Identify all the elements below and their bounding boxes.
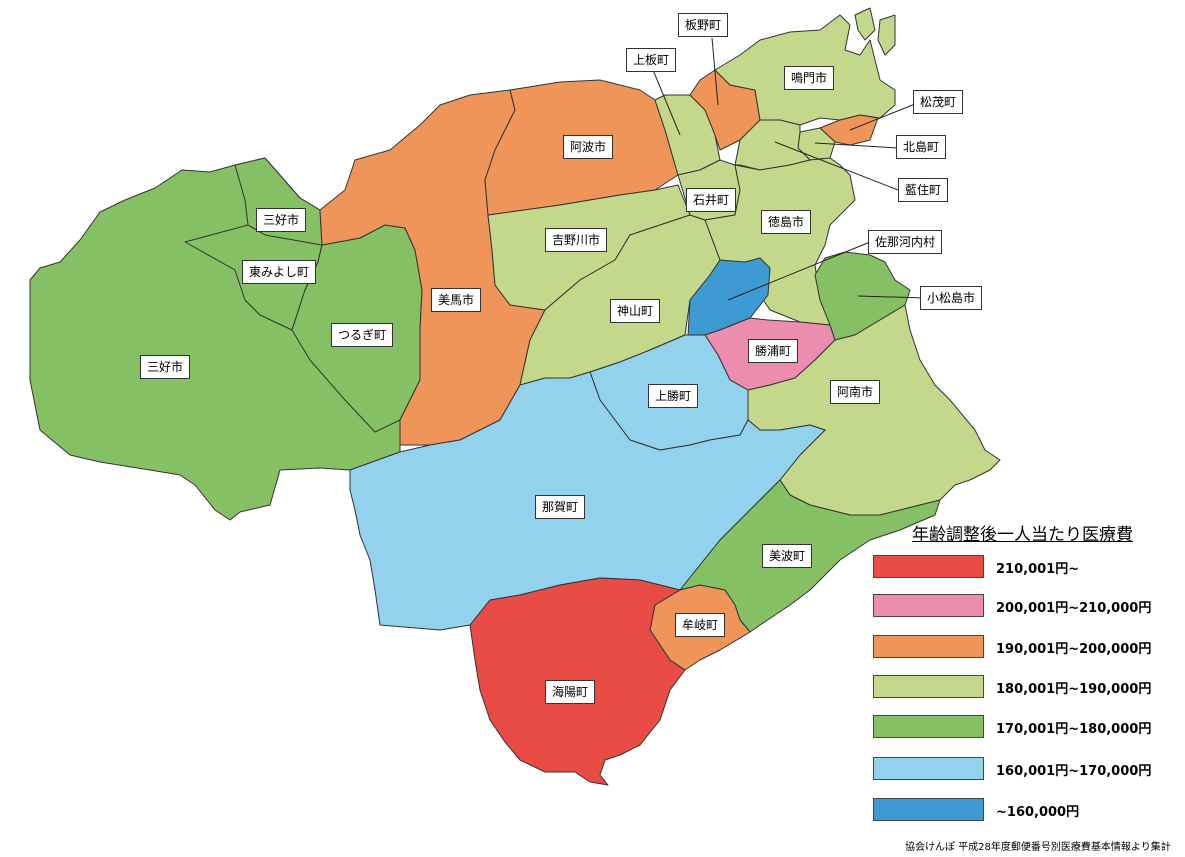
leader-kamiita [652,69,681,136]
label-itano: 板野町 [677,13,729,37]
legend-label-6: 160,001円~170,000円 [996,764,1152,779]
label-tokushima: 徳島市 [760,210,812,234]
leader-itano [711,37,719,106]
region-sanagochi [687,257,771,336]
legend-swatch-4 [873,675,984,698]
label-kamiyama: 神山町 [609,299,661,323]
legend-label-4: 180,001円~190,000円 [996,682,1152,697]
label-kaiyo: 海陽町 [544,680,596,704]
legend-swatch-7 [873,798,984,821]
label-naruto: 鳴門市 [783,66,835,90]
legend-swatch-2 [873,594,984,617]
label-tsurugi: つるぎ町 [330,323,394,347]
label-awa: 阿波市 [562,135,614,159]
legend-label-1: 210,001円~ [996,562,1080,577]
label-matsushige: 松茂町 [912,90,964,114]
label-miyoshi: 三好市 [139,355,191,379]
label-katsuura: 勝浦町 [747,339,799,363]
label-mugi: 牟岐町 [674,613,726,637]
source-note: 協会けんぽ 平成28年度郵便番号別医療費基本情報より集計 [905,842,1171,853]
legend-label-2: 200,001円~210,000円 [996,601,1152,616]
legend-swatch-3 [873,635,984,658]
legend-swatch-5 [873,715,984,738]
region-naka [349,371,826,631]
label-aizumi: 藍住町 [897,178,949,202]
leader-kitajima [814,142,899,149]
region-naruto-island [854,7,876,41]
region-aizumi [734,119,811,171]
region-naruto-island-2 [877,14,896,56]
region-matsushige [819,114,879,146]
legend-swatch-6 [873,757,984,780]
leader-aizumi [774,141,899,191]
legend-label-7: ~160,000円 [996,805,1080,820]
label-naka: 那賀町 [534,495,586,519]
leader-komatsushima [857,295,926,299]
label-sanagochi: 佐那河内村 [867,230,943,254]
label-kamikatsu: 上勝町 [647,384,699,408]
label-anan: 阿南市 [829,380,881,404]
label-ishii: 石井町 [685,188,737,212]
legend-label-5: 170,001円~180,000円 [996,722,1152,737]
label-kitajima: 北島町 [895,135,947,159]
leader-matsushige [849,101,921,131]
label-komatsushima: 小松島市 [919,286,983,310]
leader-sanagochi [727,241,871,301]
label-higashimiyoshi: 東みよし町 [241,260,317,284]
label-yoshinogawa: 吉野川市 [544,228,608,252]
legend-swatch-1 [873,555,984,578]
label-miyoshi-north: 三好市 [255,208,307,232]
label-kamiita: 上板町 [625,48,677,72]
legend-title: 年齢調整後一人当たり医療費 [912,525,1133,545]
label-minami: 美波町 [761,544,813,568]
legend-label-3: 190,001円~200,000円 [996,642,1152,657]
label-mima: 美馬市 [430,288,482,312]
